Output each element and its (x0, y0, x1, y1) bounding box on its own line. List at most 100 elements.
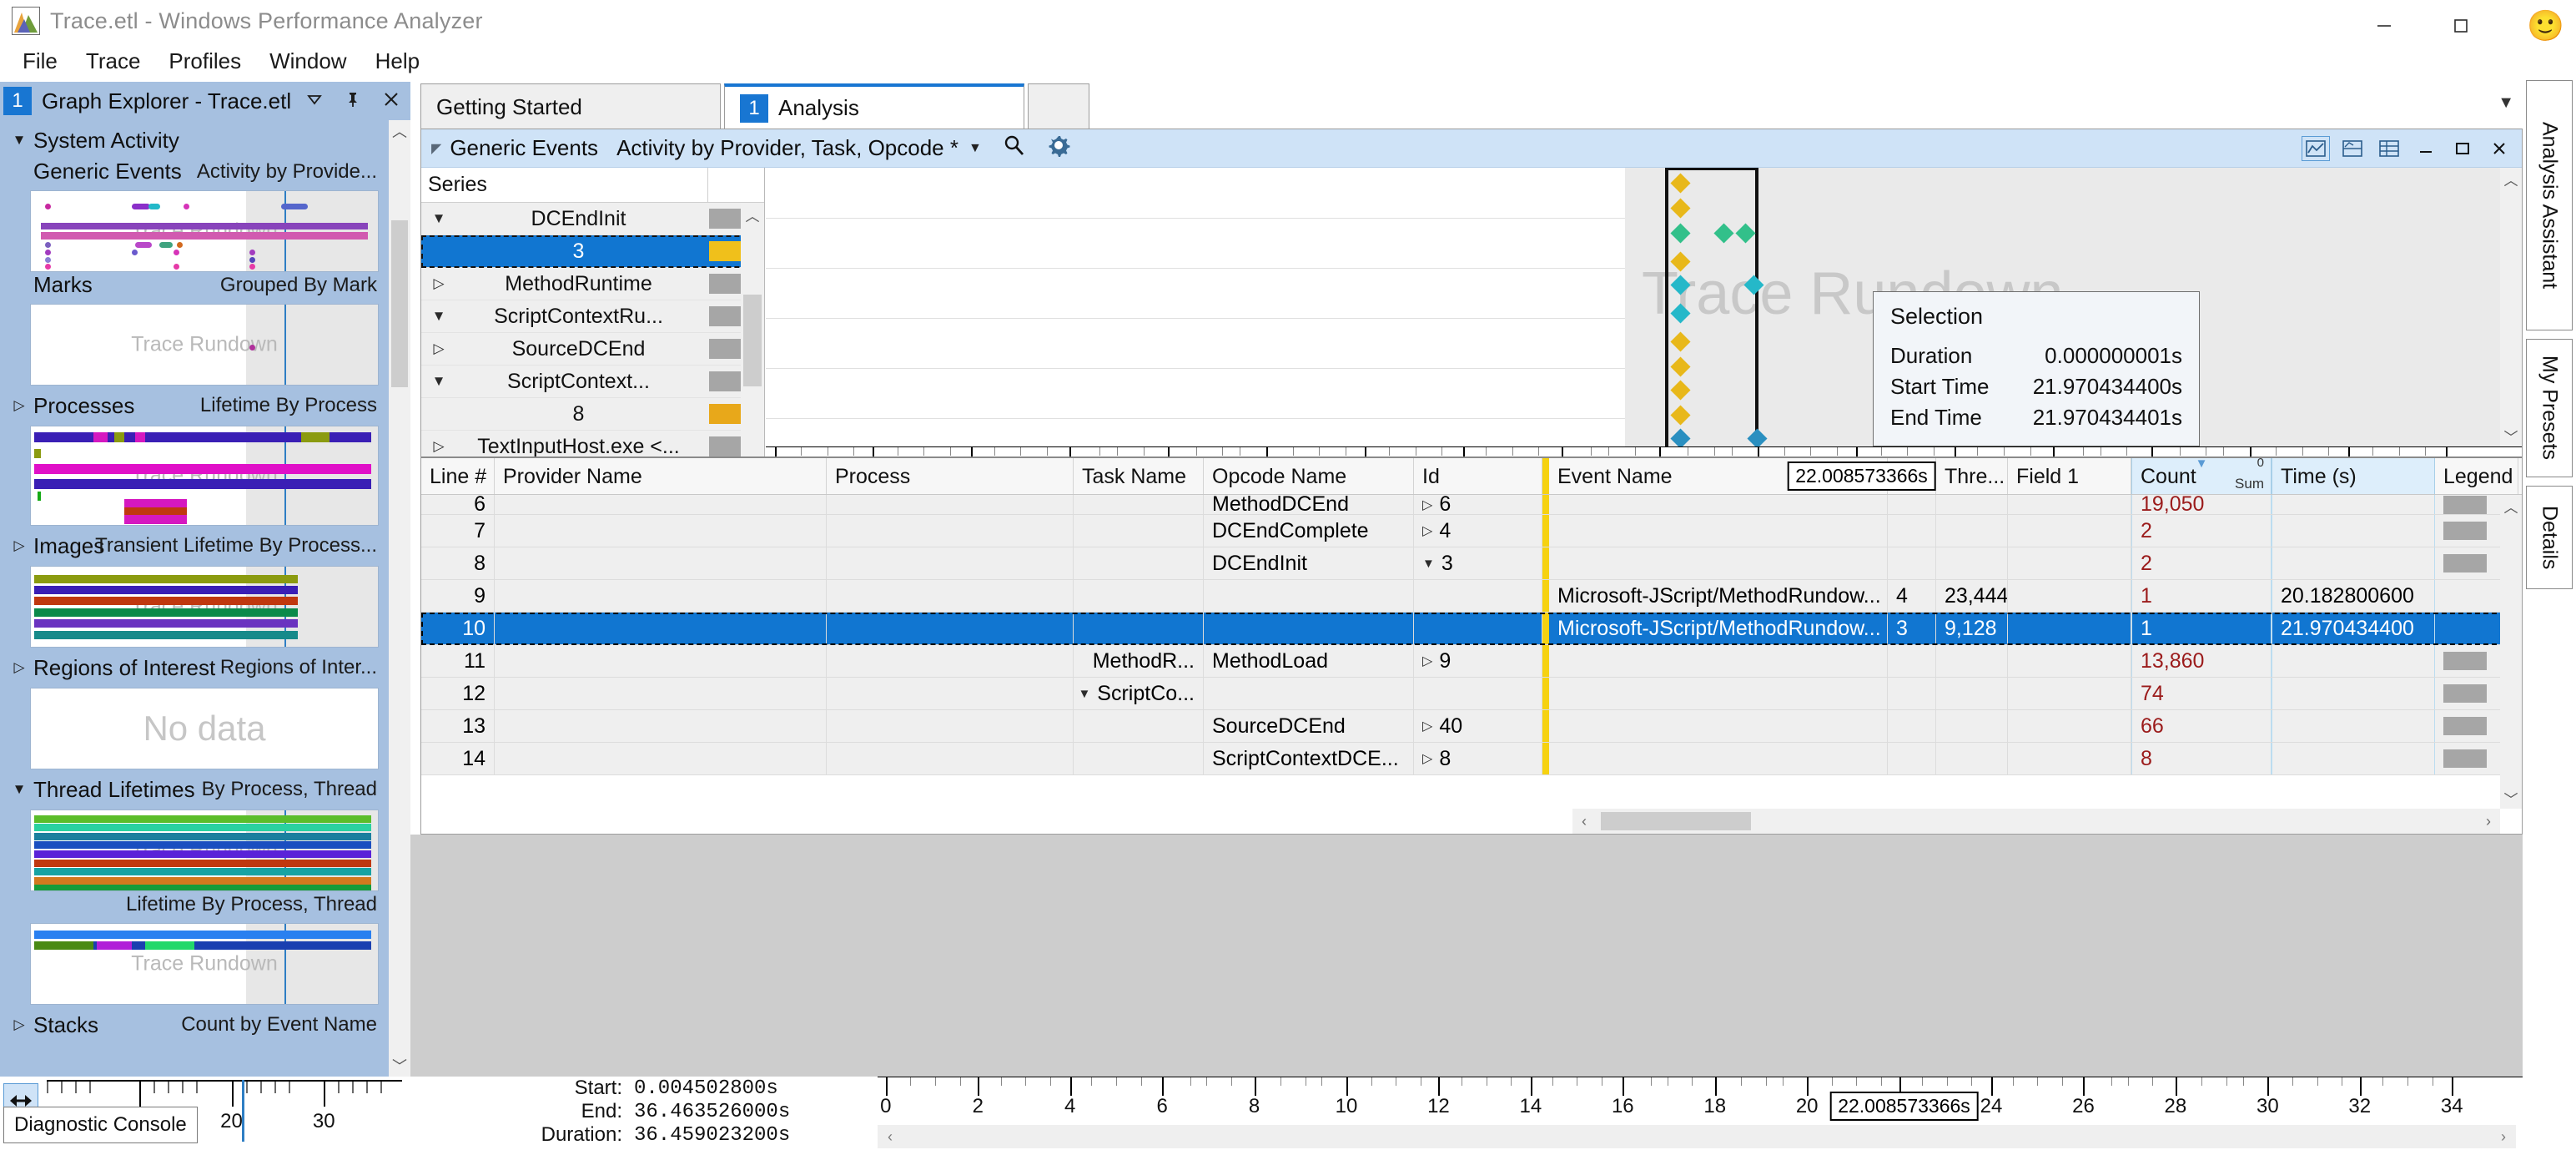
tab-my-presets[interactable]: My Presets (2526, 339, 2573, 477)
caret-down-icon[interactable]: ▼ (431, 308, 446, 324)
caret-down-icon[interactable]: ▼ (431, 373, 446, 389)
group-header[interactable]: ▼ Thread Lifetimes By Process, Thread (0, 771, 389, 808)
scroll-right-icon[interactable]: › (2486, 812, 2491, 830)
menu-help[interactable]: Help (375, 48, 420, 73)
graph-explorer-body[interactable]: ▼ System Activity Generic Events Activit… (0, 120, 389, 1077)
scrollbar-thumb[interactable] (1601, 812, 1751, 830)
column-header-time[interactable]: Time (s) (2272, 458, 2435, 494)
thumbnail-processes[interactable]: Trace Rundown (30, 426, 379, 526)
caret-right-icon[interactable]: ▷ (13, 1016, 25, 1032)
scroll-left-icon[interactable]: ‹ (888, 1127, 893, 1145)
thumbnail-marks[interactable]: Trace Rundown (30, 304, 379, 386)
scrollbar-thumb[interactable] (391, 220, 408, 387)
table-row[interactable]: 12 ▼ ScriptCo... 74 (421, 678, 2522, 710)
thumbnail-lifetime-by-process-thread[interactable]: Trace Rundown (30, 923, 379, 1005)
table-row-selected[interactable]: 10 Microsoft-JScript/MethodRundow... 3 9… (421, 613, 2522, 645)
caret-right-icon[interactable]: ▷ (433, 340, 445, 356)
group-header[interactable]: ▷ Processes Lifetime By Process (0, 387, 389, 424)
scroll-down-icon[interactable]: ﹀ (2503, 429, 2518, 446)
table-body[interactable]: 6 MethodDCEnd ▷ 6 19,050 7 (421, 495, 2522, 775)
search-icon[interactable] (1002, 133, 1027, 164)
column-header-thread[interactable]: Thre... (1936, 458, 2008, 494)
column-header-legend[interactable]: Legend (2435, 458, 2518, 494)
caret-right-icon[interactable]: ▷ (1422, 497, 1433, 512)
thumbnail-images[interactable]: Trace Rundown (30, 566, 379, 648)
pane-close-icon[interactable] (2485, 136, 2513, 161)
scroll-down-icon[interactable]: ﹀ (389, 1055, 410, 1077)
thumbnail-generic-events[interactable]: Trace Rundown (30, 190, 379, 272)
series-list[interactable]: ▼ DCEndInit 3 ▷ MethodRuntime (421, 203, 764, 495)
close-button[interactable] (2499, 0, 2576, 52)
caret-right-icon[interactable]: ▷ (13, 659, 25, 675)
table-horizontal-scrollbar[interactable]: ‹ › (1572, 809, 2500, 834)
tab-analysis[interactable]: 1 Analysis (724, 83, 1024, 130)
table-row[interactable]: 11 MethodR... MethodLoad ▷ 9 13,860 (421, 645, 2522, 678)
graph-and-table-icon[interactable] (2338, 136, 2367, 161)
graph-only-icon[interactable] (2302, 135, 2330, 161)
scroll-right-icon[interactable]: › (2501, 1127, 2506, 1145)
menu-profiles[interactable]: Profiles (169, 48, 242, 73)
column-header-count[interactable]: ▼ 0 Count Sum (2131, 458, 2272, 494)
caret-down-icon[interactable]: ▼ (12, 781, 27, 797)
plot-vertical-scrollbar[interactable]: ︿ ﹀ (2500, 168, 2522, 446)
tab-overflow-chevron-icon[interactable]: ▼ (2498, 93, 2514, 112)
table-row[interactable]: 14 ScriptContextDCE... ▷ 8 8 (421, 743, 2522, 775)
table-row[interactable]: 8 DCEndInit ▼ 3 2 (421, 547, 2522, 580)
global-horizontal-scrollbar[interactable]: ‹ › (878, 1125, 2516, 1148)
explorer-vertical-scrollbar[interactable]: ︿ ﹀ (389, 120, 410, 1077)
table-row[interactable]: 6 MethodDCEnd ▷ 6 19,050 (421, 495, 2522, 515)
menu-trace[interactable]: Trace (85, 48, 141, 73)
menu-file[interactable]: File (23, 48, 58, 73)
tab-analysis-assistant[interactable]: Analysis Assistant (2526, 80, 2573, 330)
group-header[interactable]: ▷ Regions of Interest Regions of Inter..… (0, 649, 389, 686)
events-plot[interactable]: Trace Rundown (766, 168, 2522, 495)
collapse-caret-icon[interactable]: ◤ (431, 141, 442, 156)
scroll-up-icon[interactable]: ︿ (2503, 499, 2518, 516)
caret-right-icon[interactable]: ▷ (1422, 752, 1433, 766)
column-header-event-name[interactable]: Event Name (1549, 458, 1888, 494)
table-only-icon[interactable] (2375, 136, 2403, 161)
scrollbar-thumb[interactable] (743, 295, 762, 386)
maximize-button[interactable] (2423, 0, 2499, 52)
column-header-process[interactable]: Process (827, 458, 1074, 494)
scroll-down-icon[interactable]: ﹀ (2503, 791, 2518, 808)
caret-down-icon[interactable]: ▼ (1078, 686, 1091, 701)
table-row[interactable]: 9 Microsoft-JScript/MethodRundow... 4 23… (421, 580, 2522, 613)
caret-down-icon[interactable]: ▼ (1422, 556, 1435, 571)
caret-right-icon[interactable]: ▷ (13, 537, 25, 553)
group-header[interactable]: ▷ Images Transient Lifetime By Process..… (0, 527, 389, 564)
time-marker-chip[interactable]: 22.008573366s (1787, 462, 1936, 491)
close-icon[interactable] (379, 83, 404, 115)
chevron-down-icon[interactable] (302, 83, 327, 115)
table-row[interactable]: 7 DCEndComplete ▷ 4 2 (421, 515, 2522, 547)
gear-icon[interactable] (1045, 132, 1072, 164)
scroll-up-icon[interactable]: ︿ (745, 208, 760, 224)
table-row[interactable]: 13 SourceDCEnd ▷ 40 66 (421, 710, 2522, 743)
series-row[interactable]: ▷ MethodRuntime (421, 268, 764, 300)
caret-down-icon[interactable]: ▼ (12, 132, 27, 148)
tab-placeholder[interactable] (1028, 83, 1089, 130)
pane-minimize-icon[interactable] (2412, 136, 2440, 161)
column-header-task[interactable]: Task Name (1074, 458, 1204, 494)
tab-details[interactable]: Details (2526, 486, 2573, 589)
scroll-left-icon[interactable]: ‹ (1582, 812, 1587, 830)
time-marker-chip[interactable]: 22.008573366s (1829, 1092, 1979, 1121)
caret-down-icon[interactable]: ▼ (431, 210, 446, 226)
caret-right-icon[interactable]: ▷ (433, 275, 445, 291)
diagnostic-console-button[interactable]: Diagnostic Console (3, 1107, 198, 1143)
series-vertical-scrollbar[interactable]: ︿ ﹀ (741, 203, 764, 495)
series-row[interactable]: ▷ SourceDCEnd (421, 333, 764, 366)
minimize-button[interactable] (2346, 0, 2423, 52)
series-row[interactable]: ▼ ScriptContext... (421, 366, 764, 398)
series-row-selected[interactable]: 3 (421, 235, 764, 268)
menu-window[interactable]: Window (269, 48, 347, 73)
column-header-opcode[interactable]: Opcode Name (1204, 458, 1414, 494)
pane-maximize-icon[interactable] (2448, 136, 2477, 161)
series-row[interactable]: 8 (421, 398, 764, 431)
thumbnail-regions-of-interest[interactable]: No data (30, 688, 379, 769)
caret-right-icon[interactable]: ▷ (1422, 524, 1433, 538)
thumbnail-thread-lifetimes[interactable]: Trace Rundown (30, 810, 379, 891)
scroll-up-icon[interactable]: ︿ (2503, 172, 2518, 189)
column-header-line[interactable]: Line # (421, 458, 495, 494)
table-vertical-scrollbar[interactable]: ︿ ﹀ (2500, 495, 2522, 809)
